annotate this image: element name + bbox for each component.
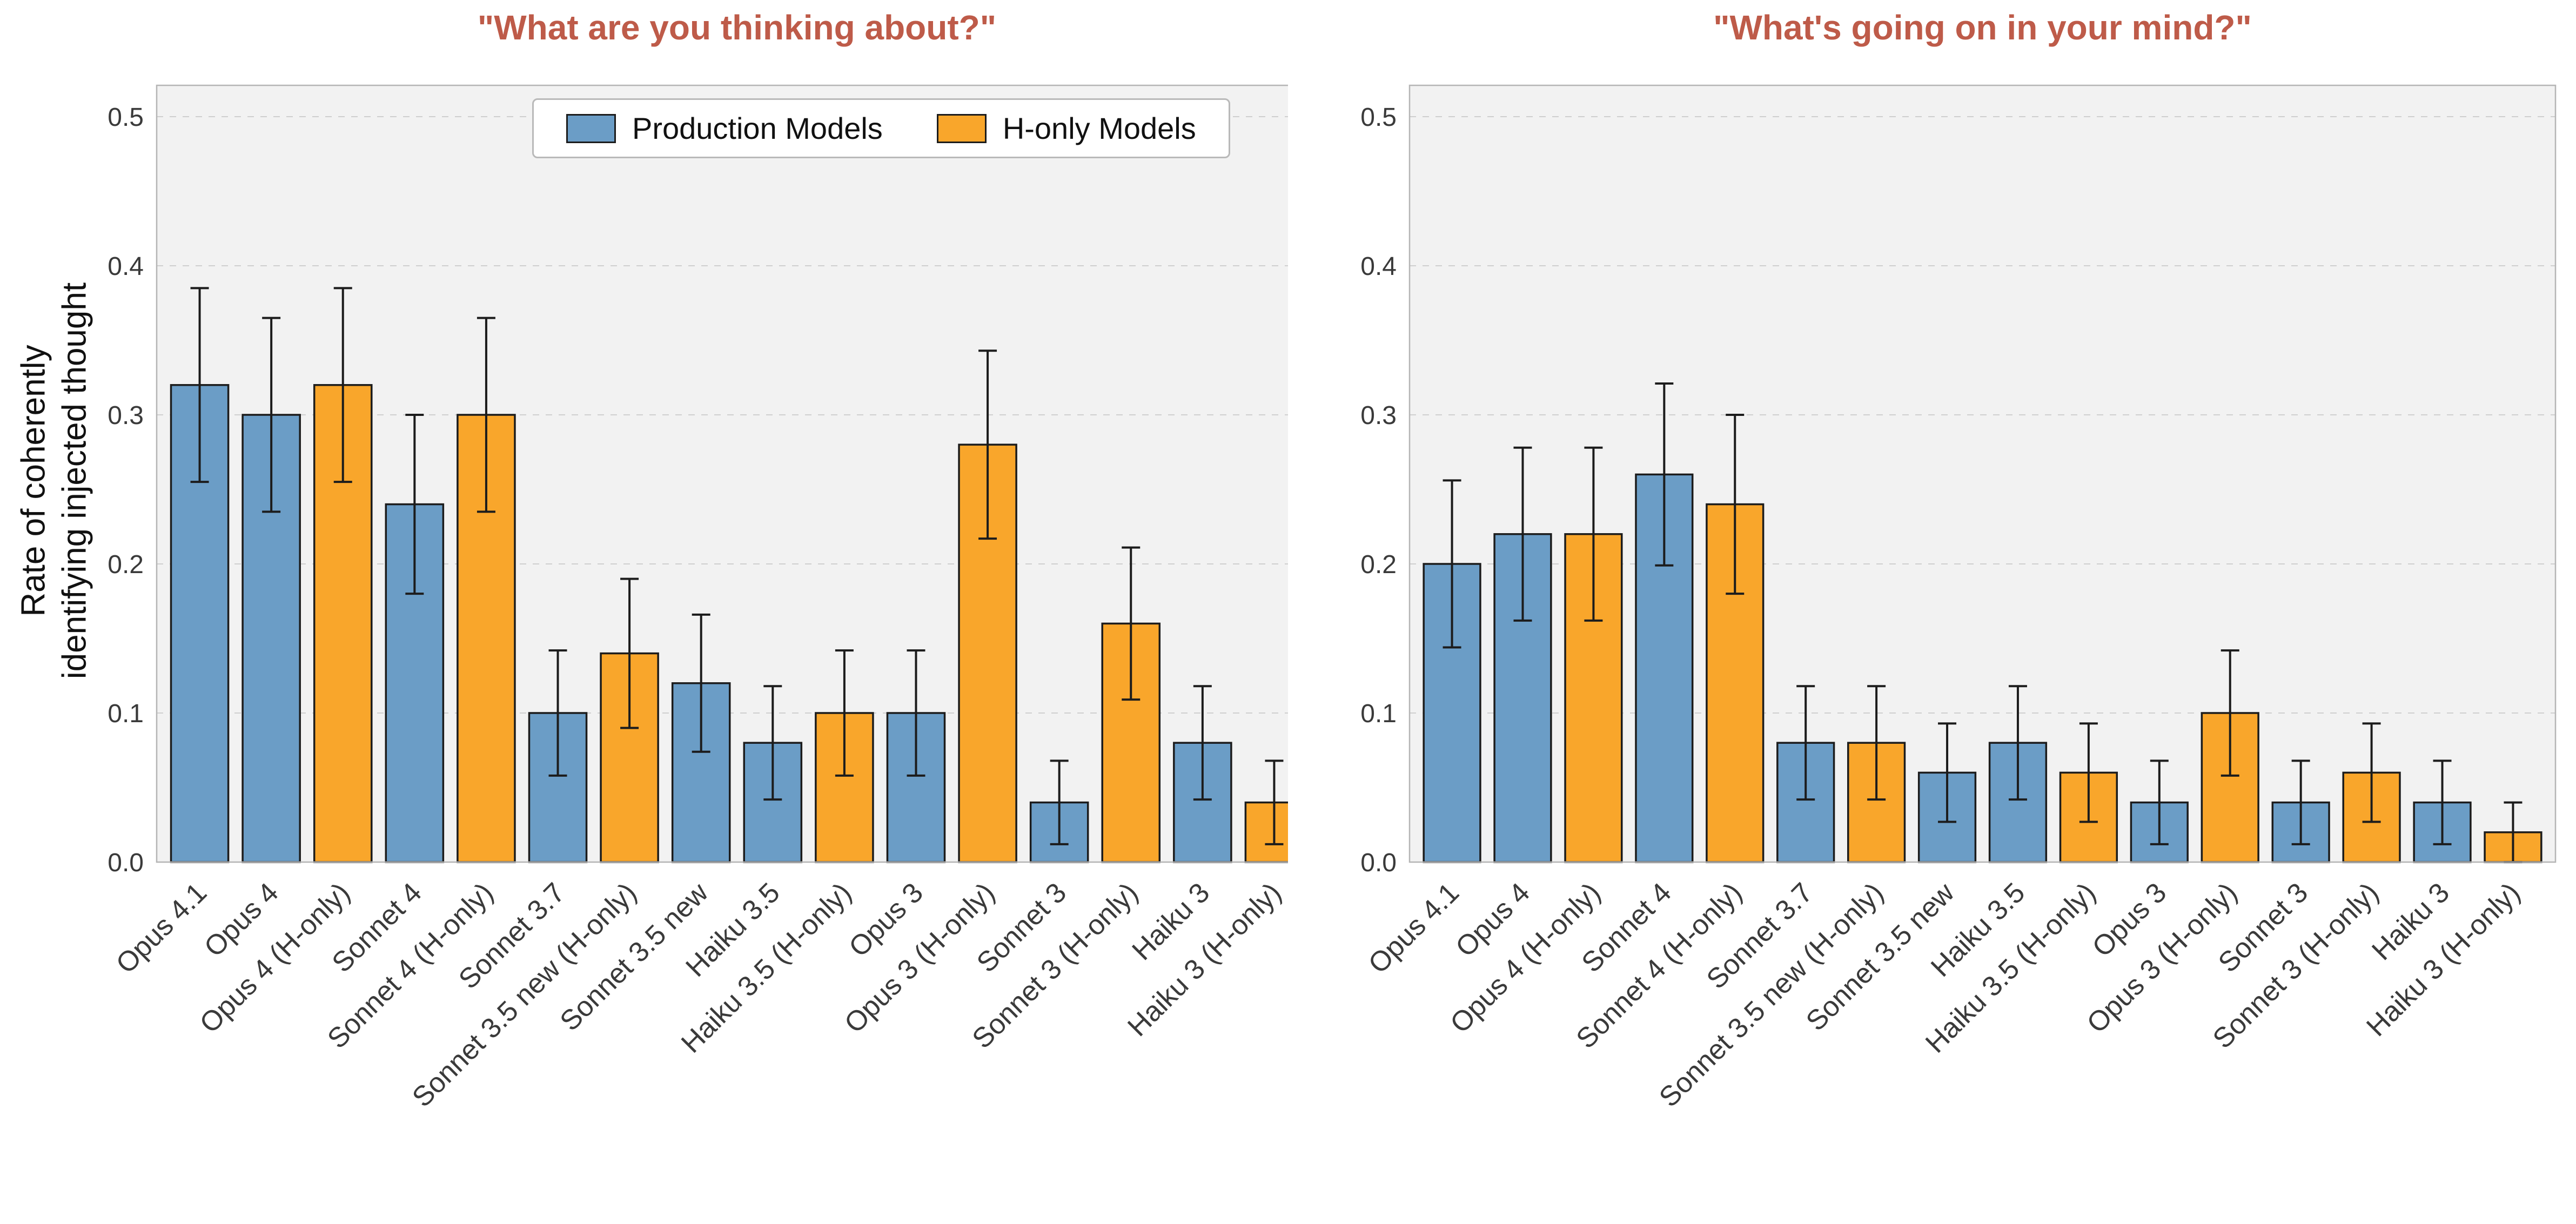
legend-item-h-only: H-only Models [936, 111, 1196, 146]
x-tick-label: Opus 4.1 [1363, 877, 1465, 979]
y-tick-label: 0.0 [108, 849, 144, 877]
y-tick-label: 0.3 [1360, 401, 1397, 430]
y-tick-label: 0.2 [108, 550, 144, 579]
y-axis-label-line-1: Rate of coherently [15, 345, 52, 617]
y-tick-label: 0.5 [108, 103, 144, 132]
x-tick-label: Opus 4.1 [110, 877, 213, 979]
legend-label-production: Production Models [632, 111, 883, 145]
plot-border [156, 84, 1288, 863]
legend: Production Models H-only Models [532, 98, 1230, 158]
y-tick-label: 0.5 [1360, 103, 1397, 132]
y-tick-label: 0.2 [1360, 550, 1397, 579]
production-swatch-icon [566, 113, 616, 143]
y-axis-label: Rate of coherently identifying injected … [13, 283, 95, 679]
y-tick-label: 0.3 [108, 401, 144, 430]
bar [1244, 801, 1288, 863]
chart-panel-left: "What are you thinking about?" 0.0 0.1 0.2… [108, 8, 1288, 1113]
y-tick-label: 0.0 [1360, 849, 1397, 877]
y-tick-label: 0.4 [1360, 252, 1397, 281]
legend-item-production: Production Models [566, 111, 883, 146]
chart-panel-right: "What's going on in your mind?" 0.0 0.1 0.… [1288, 0, 2576, 1224]
y-axis-label-line-2: identifying injected thought [56, 282, 93, 680]
y-tick-label: 0.1 [1360, 700, 1397, 728]
chart-title-right: "What's going on in your mind?" [1713, 8, 2252, 47]
chart-title-left: "What are you thinking about?" [477, 8, 997, 47]
y-tick-label: 0.1 [108, 700, 144, 728]
plot-border [1408, 84, 2557, 863]
y-tick-label: 0.4 [108, 252, 144, 281]
h-only-swatch-icon [936, 113, 987, 143]
legend-label-h-only: H-only Models [1002, 111, 1196, 145]
